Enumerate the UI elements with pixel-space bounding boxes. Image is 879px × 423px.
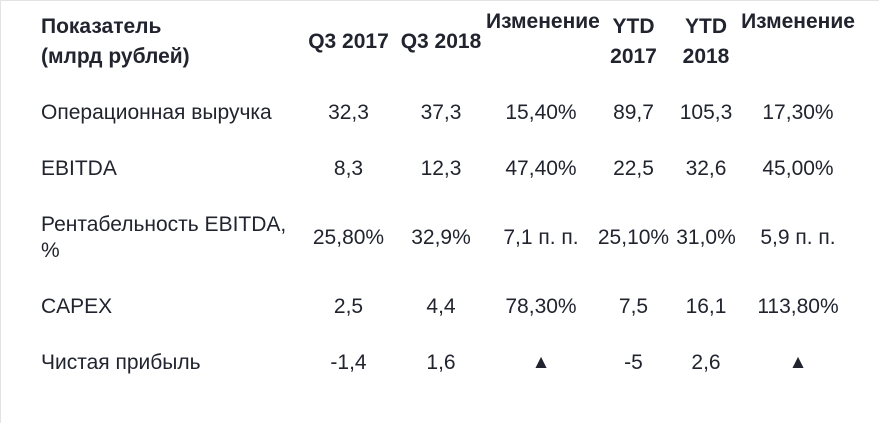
header-q3-2017: Q3 2017 [308, 30, 389, 53]
cell-q3-2018: 12,3 [420, 157, 462, 180]
cell-q3-2017: 25,80% [312, 226, 385, 249]
cell-q3-2018: 4,4 [426, 295, 456, 318]
cell-ytd-2017: 7,5 [618, 295, 649, 318]
cell-q3-2018: 37,3 [420, 101, 462, 124]
table-row-ebitda-margin: Рентабельность EBITDA, % 25,80% 32,9% 7,… [1, 197, 879, 279]
cell-change-ytd: 17,30% [762, 101, 834, 124]
cell-change-quarter: 7,1 п. п. [503, 226, 579, 249]
cell-change-quarter: 47,40% [505, 157, 577, 180]
cell-q3-2017: -1,4 [330, 351, 367, 374]
header-change-quarter: Изменение [486, 10, 600, 33]
header-ytd-2018: YTD 2018 [682, 15, 730, 68]
row-label: Операционная выручка [41, 101, 272, 124]
cell-ytd-2017: 25,10% [597, 226, 670, 249]
cell-q3-2017: 32,3 [328, 101, 369, 124]
up-triangle-icon: ▲ [788, 352, 808, 373]
cell-change-ytd: 45,00% [762, 157, 834, 180]
header-q3-2018: Q3 2018 [400, 30, 482, 53]
cell-change-ytd: 5,9 п. п. [760, 226, 836, 249]
table-row-ebitda: EBITDA 8,3 12,3 47,40% 22,5 32,6 45,00% [1, 141, 879, 197]
cell-q3-2018: 32,9% [411, 226, 471, 249]
row-label: CAPEX [41, 295, 113, 318]
table-row-net-profit: Чистая прибыль -1,4 1,6 ▲ -5 2,6 ▲ [1, 335, 879, 391]
row-label: Рентабельность EBITDA, % [41, 213, 287, 262]
cell-q3-2017: 8,3 [333, 157, 364, 180]
cell-q3-2018: 1,6 [426, 351, 456, 374]
cell-ytd-2017: 22,5 [613, 157, 654, 180]
cell-ytd-2018: 31,0% [676, 226, 736, 249]
cell-change-ytd: 113,80% [757, 295, 839, 318]
table-row-capex: CAPEX 2,5 4,4 78,30% 7,5 16,1 113,80% [1, 279, 879, 335]
header-indicator: Показатель (млрд рублей) [41, 15, 190, 68]
cell-ytd-2018: 32,6 [685, 157, 727, 180]
table-row-operating-revenue: Операционная выручка 32,3 37,3 15,40% 89… [1, 85, 879, 141]
up-triangle-icon: ▲ [531, 352, 551, 373]
financial-results-table: Показатель (млрд рублей) Q3 2017 Q3 2018… [1, 1, 879, 391]
cell-change-quarter: 15,40% [505, 101, 577, 124]
cell-ytd-2018: 105,3 [679, 101, 733, 124]
cell-ytd-2017: -5 [624, 351, 643, 374]
row-label: EBITDA [41, 157, 117, 180]
cell-change-quarter: 78,30% [505, 295, 577, 318]
header-change-ytd: Изменение [741, 10, 855, 33]
header-row: Показатель (млрд рублей) Q3 2017 Q3 2018… [1, 1, 879, 85]
cell-ytd-2017: 89,7 [613, 101, 654, 124]
cell-q3-2017: 2,5 [333, 295, 364, 318]
cell-ytd-2018: 16,1 [685, 295, 727, 318]
row-label: Чистая прибыль [41, 351, 201, 374]
header-ytd-2017: YTD 2017 [610, 15, 657, 68]
cell-ytd-2018: 2,6 [691, 351, 721, 374]
